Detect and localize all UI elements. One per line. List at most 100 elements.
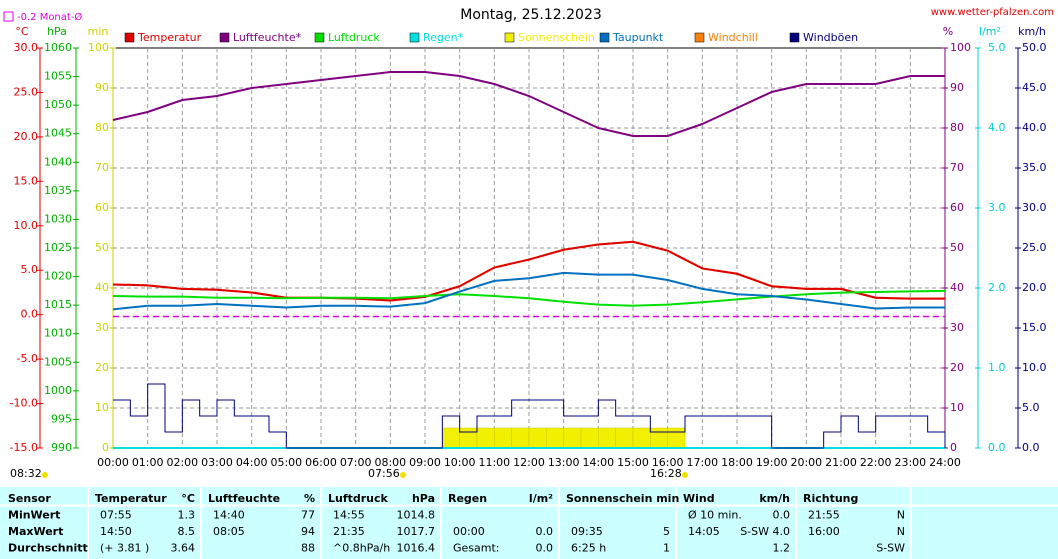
cell-left: 09:35 — [571, 525, 603, 538]
cell-right: 5 — [663, 525, 670, 538]
cell-left: 21:55 — [808, 509, 840, 522]
cell-right: 0.0 — [536, 542, 554, 555]
y-tick-label: 20 — [95, 361, 109, 374]
y-tick-label: 1000 — [44, 384, 72, 397]
x-tick-label: 13:00 — [548, 456, 580, 469]
cell-left: 08:05 — [213, 525, 245, 538]
y-tick-label: 50 — [950, 241, 964, 254]
cell-right: 3.64 — [171, 542, 196, 555]
x-tick-label: 24:00 — [929, 456, 961, 469]
y-tick-label: 40.0 — [1022, 121, 1047, 134]
bar — [650, 427, 668, 449]
y-tick-label: 3.0 — [988, 201, 1006, 214]
sun-icon — [682, 472, 688, 478]
y-tick-label: 60 — [95, 201, 109, 214]
y-tick-label: 1055 — [44, 70, 72, 83]
cell-right: S-SW — [876, 542, 905, 555]
y-tick-label: 1015 — [44, 298, 72, 311]
cell-left: 14:05 — [688, 525, 720, 538]
cell-right: N — [897, 509, 905, 522]
cell-right: 1016.4 — [397, 542, 436, 555]
y-tick-label: 1.0 — [988, 361, 1006, 374]
y-tick-label: 0.0 — [21, 308, 39, 321]
y-tick-label: -10.0 — [10, 397, 38, 410]
x-tick-label: 22:00 — [860, 456, 892, 469]
table-bg — [0, 487, 1058, 559]
y-tick-label: 2.0 — [988, 281, 1006, 294]
series-line — [113, 383, 946, 449]
axis-title: % — [943, 25, 953, 38]
x-tick-label: 06:00 — [305, 456, 337, 469]
cell-left: Ø 10 min. — [688, 509, 742, 522]
series-line — [112, 240, 945, 302]
legend-label: Sonnenschein — [518, 31, 595, 44]
legend-label: Windchill — [708, 31, 758, 44]
y-tick-label: 50 — [95, 241, 109, 254]
cell-left: 14:50 — [100, 525, 132, 538]
bar — [459, 427, 478, 449]
legend-label: Luftfeuchte* — [233, 31, 302, 44]
legend-swatch — [3, 11, 14, 22]
legend-label: Temperatur — [137, 31, 202, 44]
y-tick-label: 1040 — [44, 155, 72, 168]
y-tick-label: 35.0 — [1022, 161, 1047, 174]
y-tick-label: 50.0 — [1022, 41, 1047, 54]
x-tick-label: 00:00 — [97, 456, 129, 469]
table-header: Richtung — [803, 492, 858, 505]
legend-swatch — [409, 32, 420, 43]
x-tick-label: 07:00 — [340, 456, 372, 469]
sun-icon — [42, 472, 48, 478]
sun-icon — [400, 472, 406, 478]
row-label: MaxWert — [8, 525, 63, 538]
legend-label: Luftdruck — [328, 31, 380, 44]
y-tick-label: 10.0 — [14, 219, 39, 232]
cell-right: 0.0 — [773, 509, 791, 522]
x-tick-label: 14:00 — [582, 456, 614, 469]
legend-label: Regen* — [423, 31, 464, 44]
y-tick-label: 10 — [950, 401, 964, 414]
bar — [632, 427, 651, 449]
y-tick-label: 40 — [950, 281, 964, 294]
y-tick-label: 1060 — [44, 41, 72, 54]
y-tick-label: 90 — [95, 81, 109, 94]
x-tick-label: 08:00 — [374, 456, 406, 469]
table-header: Luftfeuchte — [208, 492, 280, 505]
x-tick-label: 03:00 — [201, 456, 233, 469]
table-unit: km/h — [759, 492, 790, 505]
y-tick-label: 80 — [95, 121, 109, 134]
table-unit: % — [304, 492, 315, 505]
y-tick-label: 100 — [88, 41, 109, 54]
row-label: MinWert — [8, 509, 60, 522]
y-tick-label: -15.0 — [10, 441, 38, 454]
cell-left: 14:40 — [213, 509, 245, 522]
cell-right: 8.5 — [178, 525, 196, 538]
legend-swatch — [504, 32, 515, 43]
series-line — [112, 289, 946, 307]
axis-title: km/h — [1018, 25, 1046, 38]
y-tick-label: 80 — [950, 121, 964, 134]
table-unit: °C — [181, 492, 195, 505]
bar — [580, 427, 599, 449]
table-header: Sonnenschein min — [566, 492, 679, 505]
x-tick-label: 15:00 — [617, 456, 649, 469]
x-tick-label: 11:00 — [478, 456, 510, 469]
cell-right: 1.2 — [773, 542, 791, 555]
bar — [494, 427, 512, 449]
y-tick-label: 1020 — [44, 270, 72, 283]
y-tick-label: 30 — [95, 321, 109, 334]
x-tick-label: 18:00 — [721, 456, 753, 469]
cell-left: 07:55 — [100, 509, 132, 522]
cell-left: 16:00 — [808, 525, 840, 538]
cell-left: 21:35 — [333, 525, 365, 538]
cell-left: (+ 3.81 ) — [100, 542, 149, 555]
annotation: 08:32 — [10, 467, 42, 480]
bar — [563, 427, 582, 449]
legend-label: Taupunkt — [612, 31, 664, 44]
bar — [598, 427, 616, 449]
x-tick-label: 01:00 — [132, 456, 164, 469]
x-tick-label: 19:00 — [756, 456, 788, 469]
y-tick-label: 20.0 — [14, 130, 39, 143]
y-tick-label: 40 — [95, 281, 109, 294]
cell-right: 94 — [301, 525, 315, 538]
